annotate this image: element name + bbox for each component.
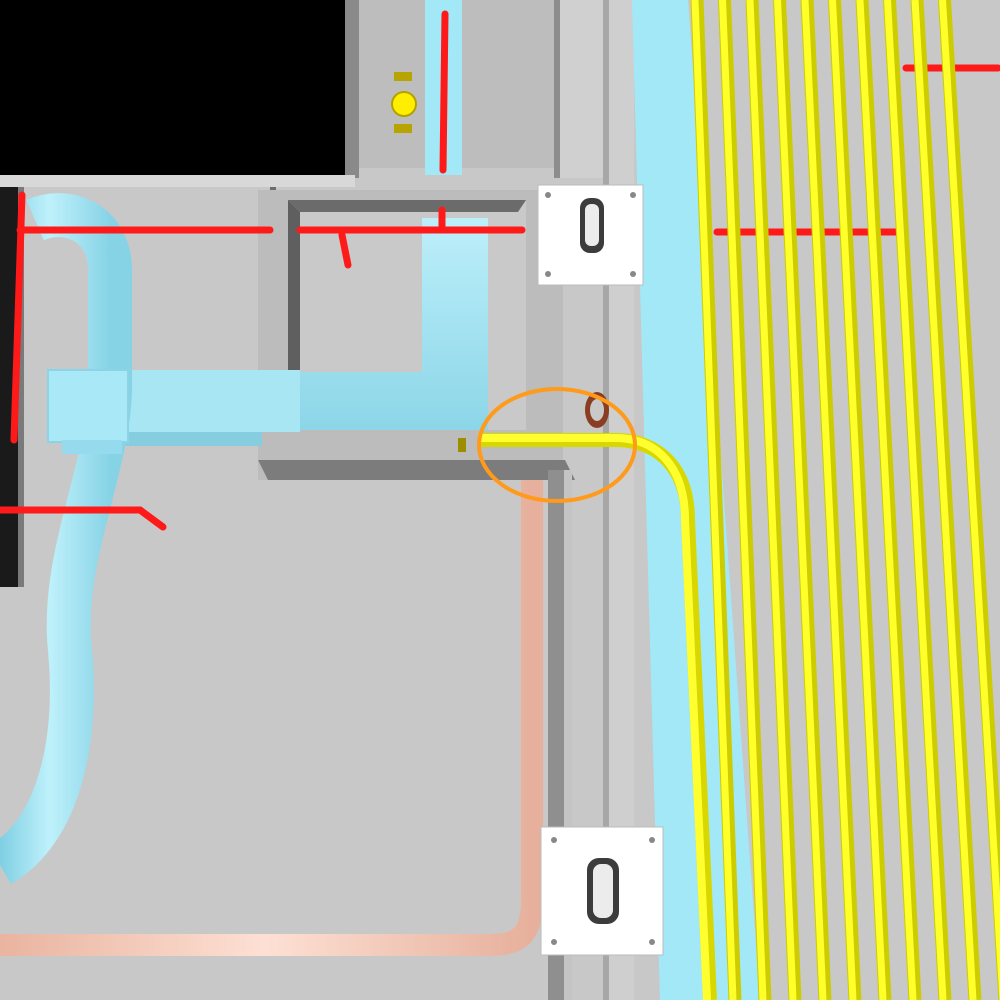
yellow-pipe-highlight-10 — [939, 0, 1000, 1000]
small-valve — [458, 438, 466, 452]
yellow-pipe-highlight-2 — [719, 0, 767, 1000]
yellow-pipe-highlight-4 — [774, 0, 827, 1000]
corridor-wall-right — [554, 0, 562, 178]
parallel-yellow-pipes — [690, 0, 1000, 1000]
support-plate-bottom — [540, 826, 664, 956]
yellow-pipe-highlight-3 — [746, 0, 797, 1000]
yellow-pipe-highlight-7 — [856, 0, 917, 1000]
yellow-pipe-highlight-6 — [829, 0, 887, 1000]
support-plate-top — [537, 184, 644, 286]
clash-highlight-circle[interactable] — [477, 387, 637, 503]
left-room-frame — [0, 175, 355, 187]
yellow-pipe-highlight-1 — [691, 0, 737, 1000]
blue-duct-l-bend — [300, 218, 488, 430]
yellow-pipe-highlight-9 — [911, 0, 977, 1000]
sprinkler-head — [391, 72, 417, 133]
pink-pipe — [0, 480, 543, 956]
yellow-pipe-highlight-8 — [884, 0, 947, 1000]
corridor-wall-left — [345, 0, 359, 178]
blue-tee-fitting — [47, 369, 129, 443]
yellow-pipe-highlight-5 — [801, 0, 857, 1000]
